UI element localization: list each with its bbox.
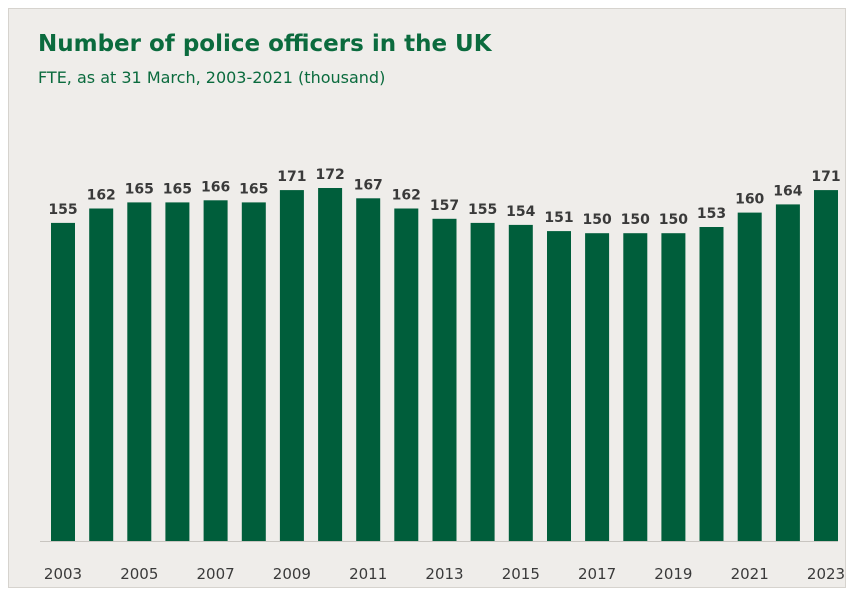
x-tick-label-2021: 2021 xyxy=(731,565,769,583)
data-label-2015: 154 xyxy=(506,204,535,220)
bar-2011 xyxy=(356,198,380,541)
bar-2004 xyxy=(89,209,113,542)
bar-2015 xyxy=(509,225,533,541)
data-label-2014: 155 xyxy=(468,202,497,218)
x-tick-label-2011: 2011 xyxy=(349,565,387,583)
bar-2020 xyxy=(700,227,724,541)
data-label-2022: 164 xyxy=(773,183,802,199)
data-label-2016: 151 xyxy=(544,210,573,226)
bar-2006 xyxy=(165,202,189,541)
data-label-2010: 172 xyxy=(315,167,344,183)
x-tick-label-2019: 2019 xyxy=(654,565,692,583)
data-label-2006: 165 xyxy=(163,181,192,197)
bar-2019 xyxy=(661,233,685,541)
x-tick-label-2007: 2007 xyxy=(197,565,235,583)
bar-2014 xyxy=(471,223,495,541)
bar-2010 xyxy=(318,188,342,541)
x-tick-label-2005: 2005 xyxy=(120,565,158,583)
bar-2012 xyxy=(394,209,418,542)
bar-2003 xyxy=(51,223,75,541)
x-tick-label-2009: 2009 xyxy=(273,565,311,583)
data-label-2005: 165 xyxy=(125,181,154,197)
bar-2007 xyxy=(204,200,228,541)
data-label-2020: 153 xyxy=(697,206,726,222)
bar-2009 xyxy=(280,190,304,541)
x-tick-label-2023: 2023 xyxy=(807,565,845,583)
data-label-2021: 160 xyxy=(735,192,764,208)
data-label-2009: 171 xyxy=(277,169,306,185)
data-label-2018: 150 xyxy=(621,212,650,228)
bar-2018 xyxy=(623,233,647,541)
x-tick-label-2013: 2013 xyxy=(425,565,463,583)
data-label-2012: 162 xyxy=(392,188,421,204)
bar-2023 xyxy=(814,190,838,541)
data-label-2017: 150 xyxy=(582,212,611,228)
data-label-2011: 167 xyxy=(354,177,383,193)
x-tick-label-2017: 2017 xyxy=(578,565,616,583)
bar-2008 xyxy=(242,202,266,541)
x-tick-label-2003: 2003 xyxy=(44,565,82,583)
bar-2017 xyxy=(585,233,609,541)
bar-2005 xyxy=(127,202,151,541)
bar-2016 xyxy=(547,231,571,541)
data-label-2008: 165 xyxy=(239,181,268,197)
data-label-2019: 150 xyxy=(659,212,688,228)
x-tick-label-2015: 2015 xyxy=(502,565,540,583)
data-label-2007: 166 xyxy=(201,179,230,195)
bar-2022 xyxy=(776,204,800,541)
data-label-2013: 157 xyxy=(430,198,459,214)
data-label-2003: 155 xyxy=(48,202,77,218)
data-label-2004: 162 xyxy=(87,188,116,204)
bar-2013 xyxy=(433,219,457,541)
bar-2021 xyxy=(738,213,762,541)
data-label-2023: 171 xyxy=(811,169,840,185)
